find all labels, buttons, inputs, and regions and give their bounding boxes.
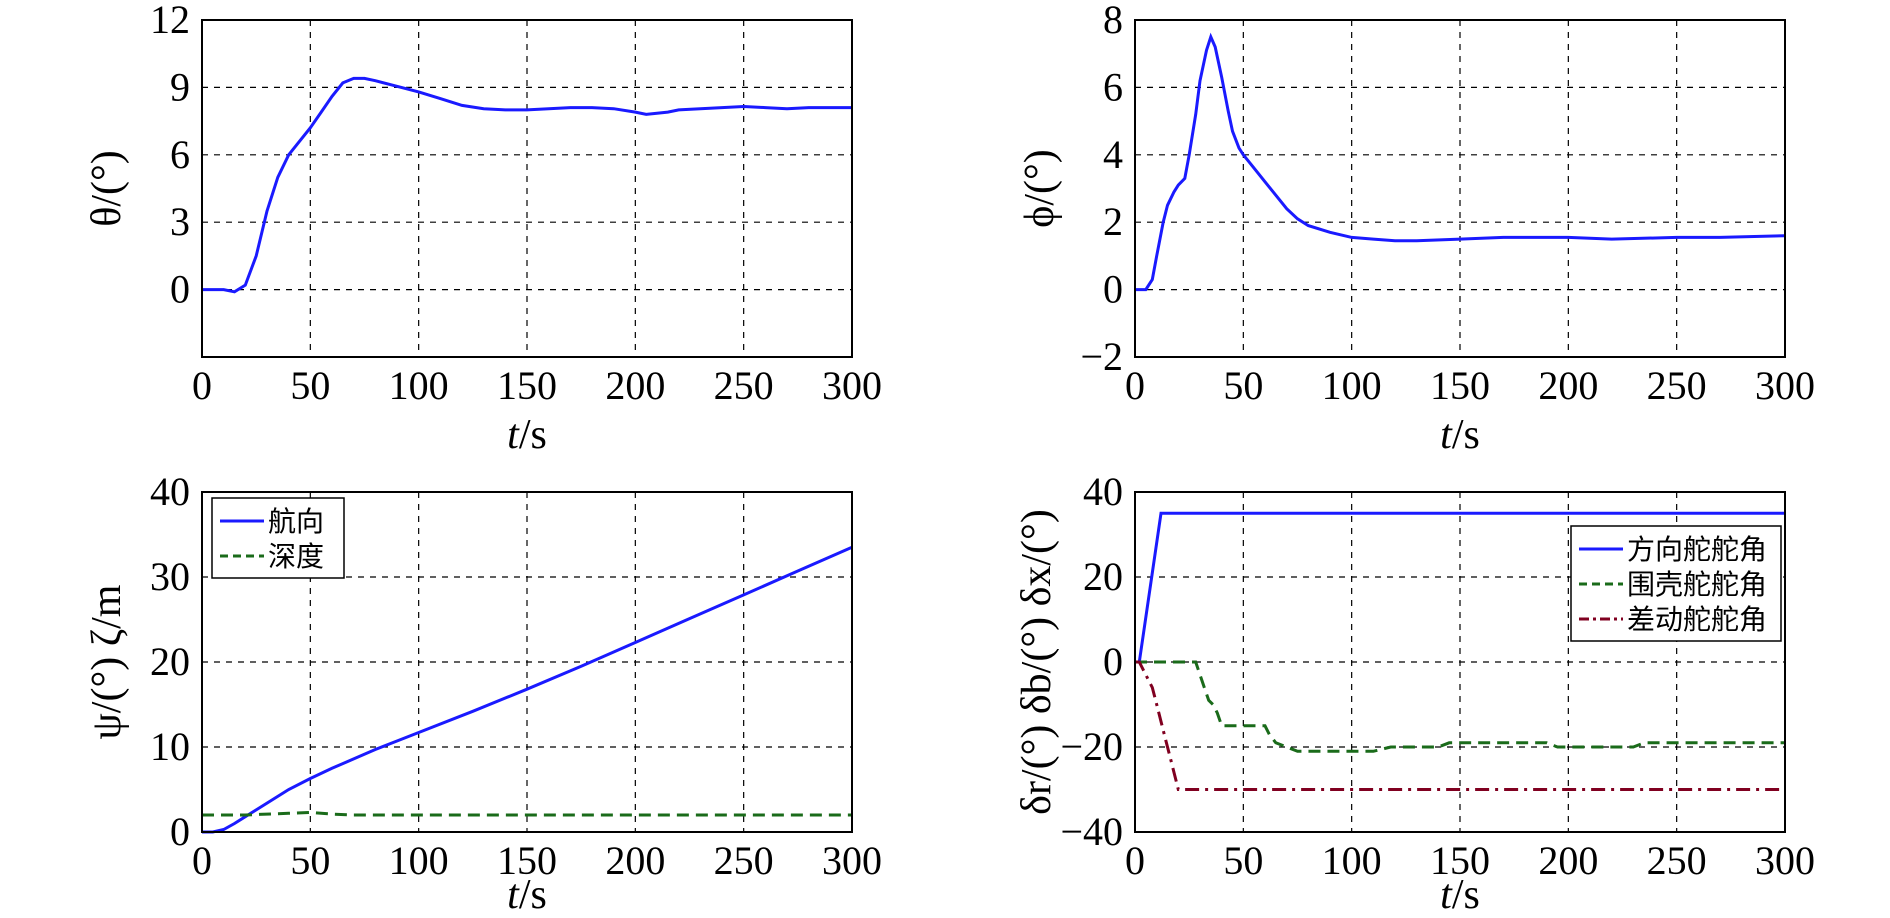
x-axis-label-unit: /s [1452, 412, 1480, 458]
x-tick-label: 250 [714, 363, 774, 408]
x-tick-label: 50 [1223, 838, 1263, 883]
x-axis-label-var: t [1440, 872, 1453, 918]
y-tick-label: 30 [150, 554, 190, 599]
plot-frame [201, 491, 853, 833]
y-tick-label: 0 [170, 809, 190, 854]
series-line-1 [1135, 32, 1786, 292]
x-tick-label: 150 [497, 363, 557, 408]
x-tick-label: 200 [605, 838, 665, 883]
x-axis-label: t/s [507, 412, 547, 458]
y-tick-label: 9 [170, 64, 190, 109]
y-tick-label: 10 [150, 724, 190, 769]
y-tick-label: 8 [1103, 0, 1123, 42]
y-axis-label: ψ/(°) ζ/m [84, 584, 130, 739]
x-tick-label: 250 [1647, 838, 1707, 883]
x-axis-label: t/s [1440, 872, 1480, 918]
x-tick-label: 300 [822, 838, 882, 883]
legend-label: 差动舵舵角 [1627, 603, 1767, 636]
x-tick-label: 250 [1647, 363, 1707, 408]
y-tick-label: 0 [1103, 267, 1123, 312]
legend-label: 航向 [268, 505, 324, 538]
y-axis-label: ϕ/(°) [1017, 149, 1063, 228]
x-axis-label-unit: /s [519, 412, 547, 458]
x-tick-label: 150 [1430, 838, 1490, 883]
x-axis-label-var: t [507, 872, 520, 918]
y-tick-label: 2 [1103, 199, 1123, 244]
x-tick-label: 100 [1322, 363, 1382, 408]
x-tick-label: 0 [192, 363, 212, 408]
y-axis-label: θ/(°) [84, 150, 130, 227]
legend-label: 深度 [268, 540, 324, 573]
chart-rudders: 0 50 100 150 200 250 300 −40 −20 0 20 40 t/s δr/(°) δ… [1014, 469, 1815, 918]
x-tick-label: 200 [1538, 363, 1598, 408]
x-tick-label: 50 [1223, 363, 1263, 408]
y-tick-label: 12 [150, 0, 190, 42]
x-tick-label: 100 [1322, 838, 1382, 883]
series-line-1 [202, 76, 852, 294]
y-tick-label: 6 [170, 132, 190, 177]
x-tick-label: 300 [822, 363, 882, 408]
series-line-2 [1135, 660, 1785, 753]
plot-frame [1134, 19, 1786, 358]
y-tick-label: −40 [1060, 809, 1123, 854]
legend-label: 方向舵舵角 [1627, 533, 1767, 566]
y-tick-label: 6 [1103, 64, 1123, 109]
x-tick-label: 150 [1430, 363, 1490, 408]
y-tick-label: 40 [150, 469, 190, 514]
x-tick-label: 0 [1125, 838, 1145, 883]
y-axis-label: δr/(°) δb/(°) δx/(°) [1014, 509, 1060, 815]
chart-theta: 0 50 100 150 200 250 300 0 3 6 9 12 t/s θ/(°) [84, 0, 882, 458]
y-tick-label: 20 [150, 639, 190, 684]
x-tick-label: 150 [497, 838, 557, 883]
x-axis-label: t/s [1440, 412, 1480, 458]
y-tick-label: 3 [170, 199, 190, 244]
series-line-1 [202, 545, 853, 834]
x-tick-label: 0 [1125, 363, 1145, 408]
x-axis-label-var: t [507, 412, 520, 458]
x-tick-label: 200 [1538, 838, 1598, 883]
y-tick-label: −2 [1080, 334, 1123, 379]
y-tick-label: −20 [1060, 724, 1123, 769]
x-axis-label-var: t [1440, 412, 1453, 458]
y-tick-label: 20 [1083, 554, 1123, 599]
series-line-2 [202, 810, 852, 817]
x-tick-label: 50 [290, 363, 330, 408]
x-tick-label: 100 [389, 838, 449, 883]
x-axis-label-unit: /s [1452, 872, 1480, 918]
plot-frame [1134, 491, 1786, 833]
plot-frame [201, 19, 853, 358]
y-tick-label: 0 [1103, 639, 1123, 684]
legend-label: 围壳舵舵角 [1627, 568, 1767, 601]
series-line-3 [1135, 660, 1785, 791]
chart-psi_zeta: 0 50 100 150 200 250 300 0 10 20 30 40 t/s ψ/(°) ζ/m 航… [84, 469, 882, 918]
x-tick-label: 0 [192, 838, 212, 883]
y-tick-label: 4 [1103, 132, 1123, 177]
x-tick-label: 250 [714, 838, 774, 883]
legend-box [211, 497, 345, 579]
x-axis-label-unit: /s [519, 872, 547, 918]
y-tick-label: 40 [1083, 469, 1123, 514]
x-tick-label: 200 [605, 363, 665, 408]
x-tick-label: 100 [389, 363, 449, 408]
x-tick-label: 300 [1755, 363, 1815, 408]
x-tick-label: 300 [1755, 838, 1815, 883]
x-tick-label: 50 [290, 838, 330, 883]
x-axis-label: t/s [507, 872, 547, 918]
y-tick-label: 0 [170, 267, 190, 312]
